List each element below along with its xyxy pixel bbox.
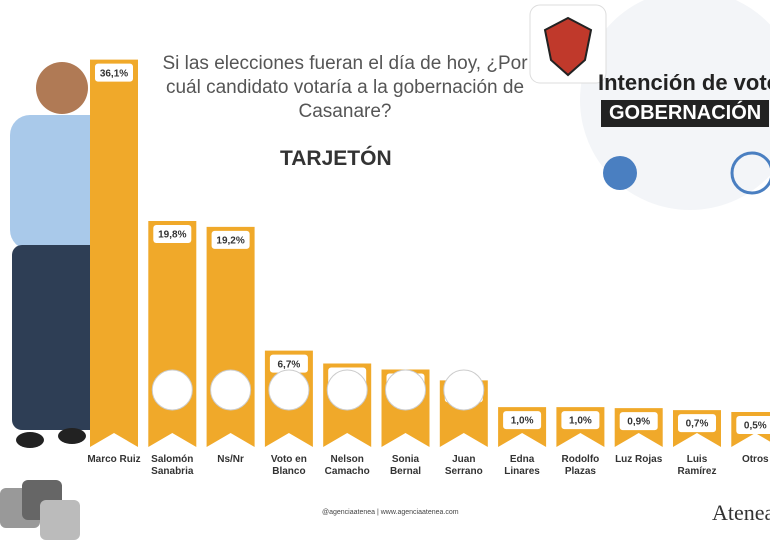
value-label-bg — [95, 63, 133, 82]
category-label: Rodolfo Plazas — [561, 454, 600, 477]
bar — [148, 220, 197, 447]
candidate-photo — [326, 369, 368, 411]
category-label: Salomón Sanabria — [151, 454, 194, 477]
candidate-photo — [268, 369, 310, 411]
decor-dot — [603, 156, 637, 190]
candidate-photo — [443, 369, 485, 411]
value-label-bg — [736, 416, 770, 435]
footer: @agenciaatenea | www.agenciaatenea.com — [322, 509, 459, 516]
value-label: 0,5% — [744, 421, 767, 432]
person — [10, 62, 115, 448]
chart-subtitle: TARJETÓN — [280, 147, 392, 170]
category-label: Luz Rojas — [615, 454, 663, 465]
value-label: 19,8% — [158, 230, 186, 241]
category-label: Luis Ramírez — [677, 454, 717, 477]
category-label: Voto en Blanco — [270, 454, 307, 477]
value-label-bg — [619, 412, 658, 431]
value-label-bg — [678, 414, 716, 433]
category-label: Edna Linares — [504, 454, 540, 477]
header-sub: GOBERNACIÓN — [601, 100, 770, 127]
value-label: 1,0% — [569, 416, 592, 427]
brand: Atenea — [712, 500, 770, 525]
category-label: Sonia Bernal — [389, 454, 422, 477]
value-label: 0,7% — [686, 419, 709, 430]
candidate-photo — [210, 369, 252, 411]
decor-ring — [730, 151, 770, 195]
value-label-bg — [503, 411, 542, 430]
category-label: Ns/Nr — [217, 454, 244, 465]
value-label-bg — [211, 230, 250, 249]
value-label: 0,9% — [627, 417, 650, 428]
coat-shield — [543, 16, 593, 77]
value-label-bg — [269, 354, 308, 373]
decor-squares — [0, 480, 80, 540]
category-label: Nelson Camacho — [324, 454, 370, 477]
value-label-bg — [153, 224, 192, 243]
value-label: 19,2% — [216, 236, 244, 247]
value-label-bg — [561, 411, 600, 430]
bar — [206, 226, 255, 447]
chart-title: Si las elecciones fueran el día de hoy, … — [162, 53, 528, 122]
candidate-photo — [151, 369, 193, 411]
header: Intención de voto — [598, 70, 770, 95]
candidate-photo — [385, 369, 426, 411]
category-label: Juan Serrano — [444, 454, 483, 477]
value-label: 6,7% — [278, 359, 301, 370]
value-label: 1,0% — [511, 416, 534, 427]
value-label: 36,1% — [100, 68, 128, 79]
category-label: Marco Ruiz — [87, 454, 141, 465]
bar — [90, 59, 138, 448]
category-label: Otros — [741, 454, 769, 465]
